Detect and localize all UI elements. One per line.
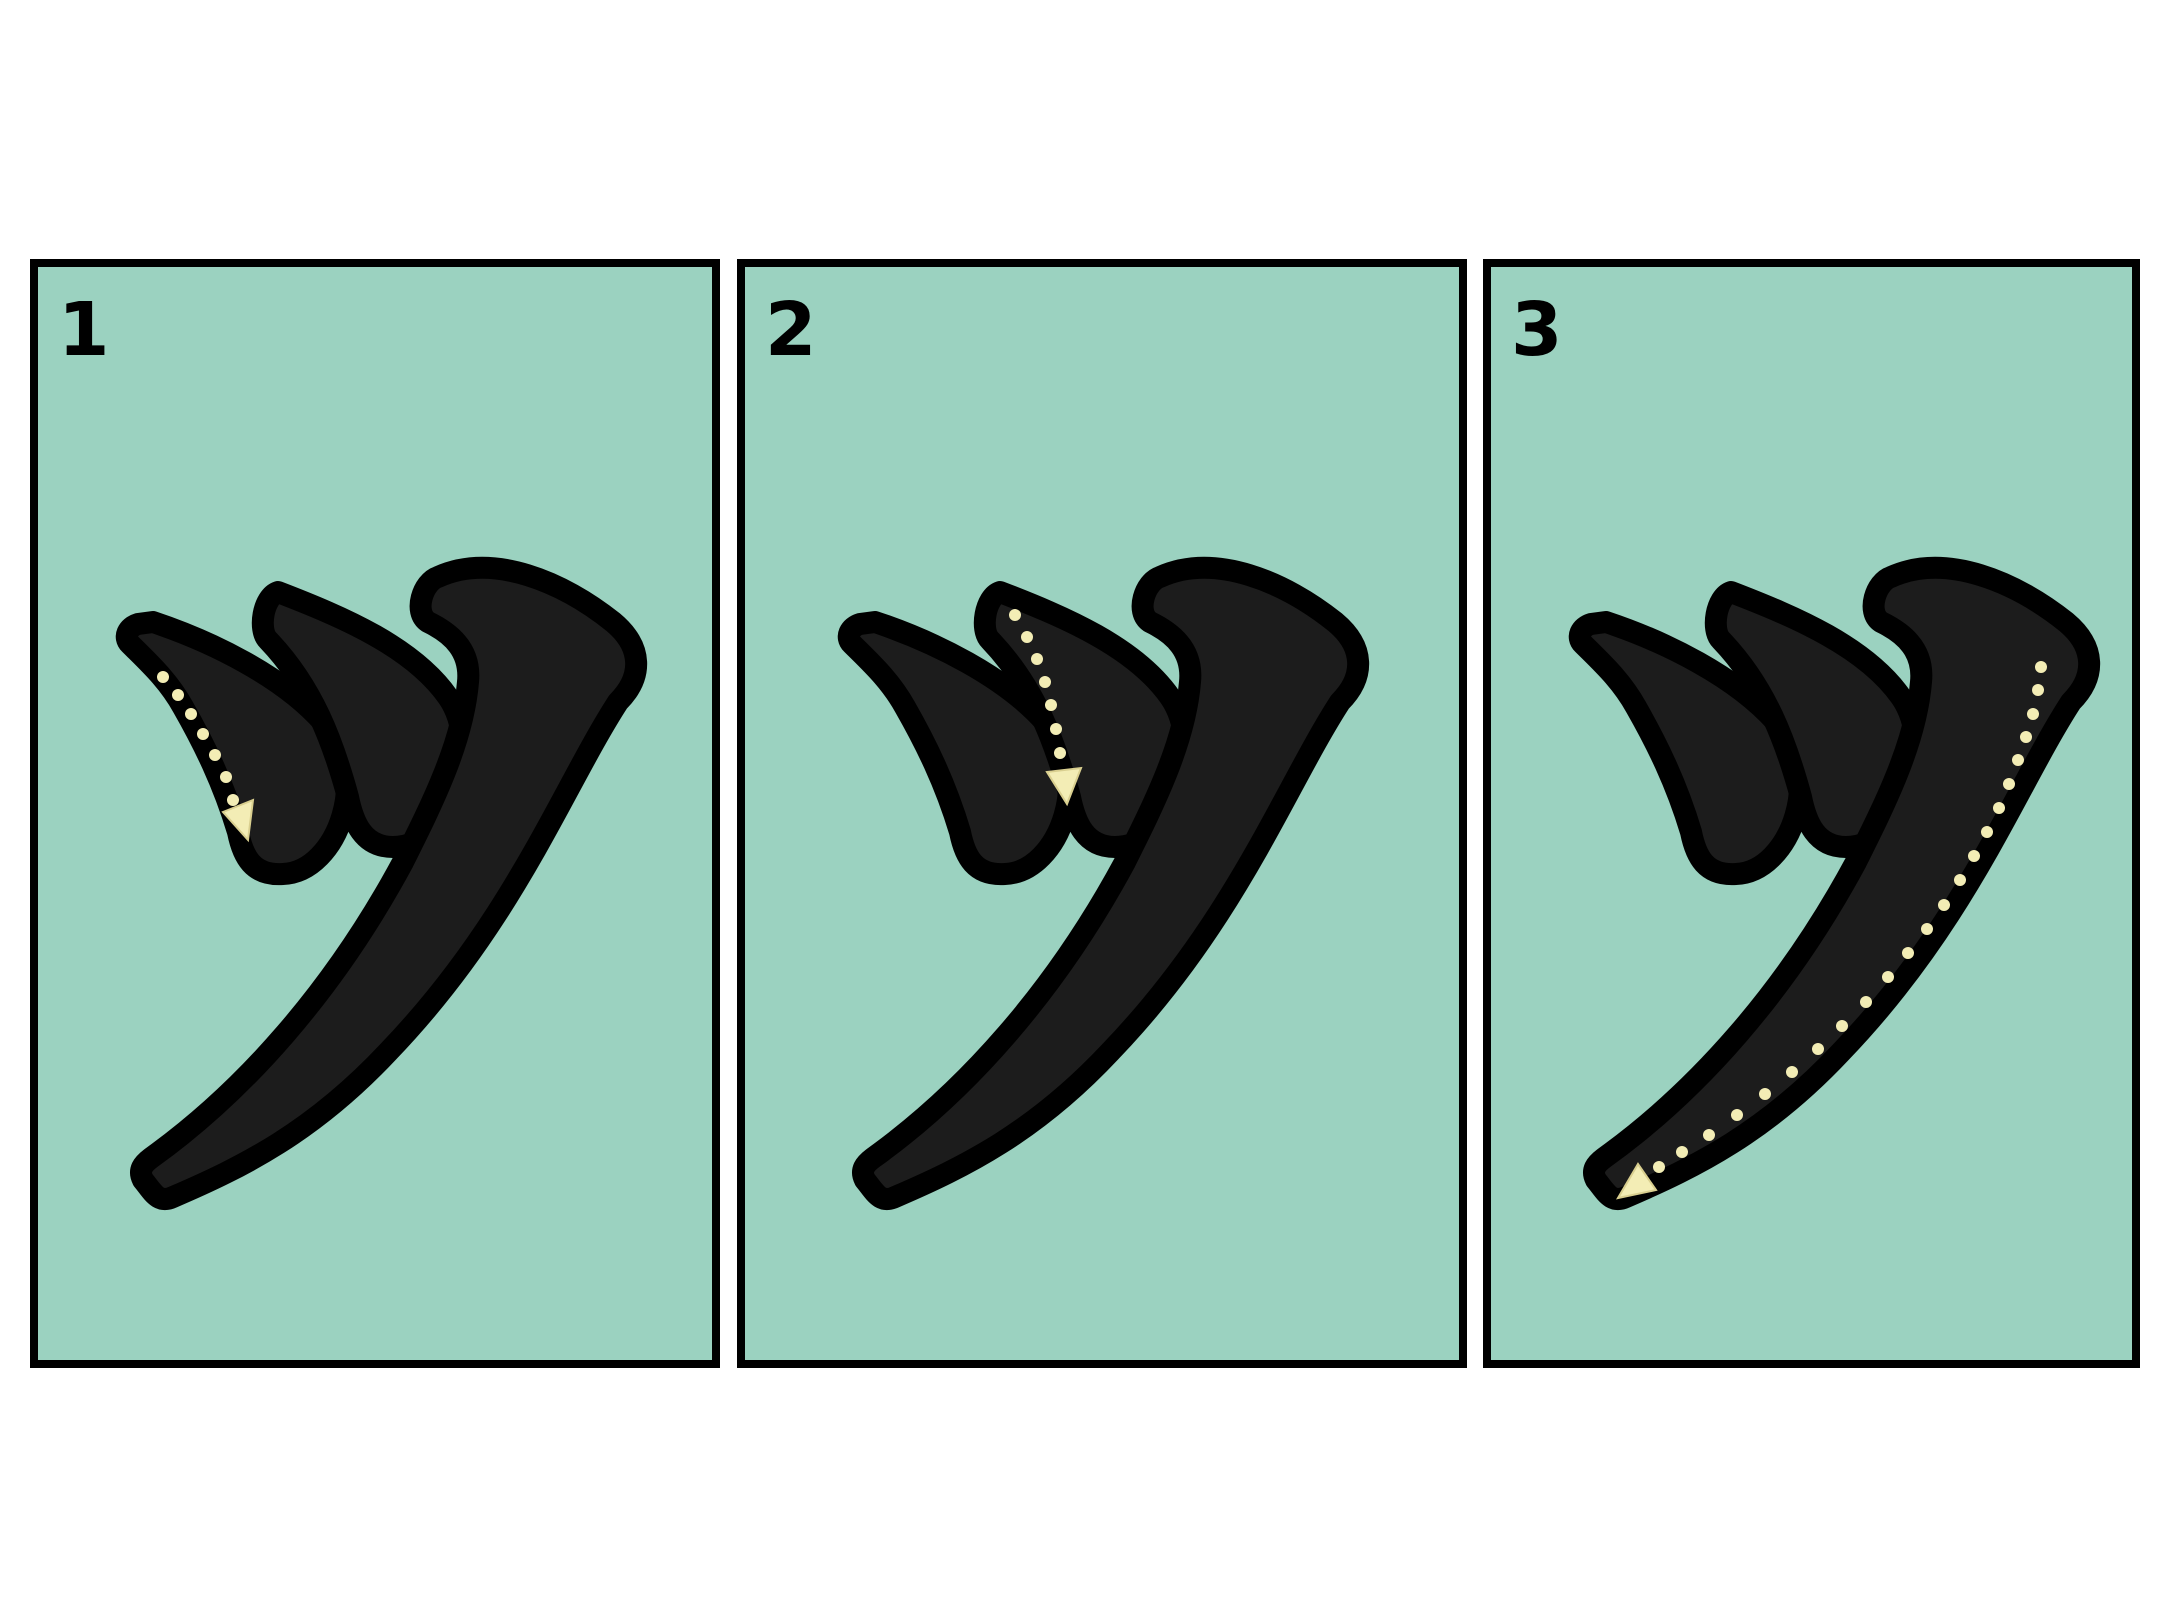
step-number: 2 <box>765 287 817 373</box>
direction-arrow <box>1615 1162 1658 1200</box>
katakana-glyph <box>38 267 712 1360</box>
guide-dots <box>1653 661 2047 1173</box>
stroke-order-panel-1: 1 <box>30 259 720 1368</box>
stroke-order-panel-3: 3 <box>1483 259 2140 1368</box>
guide-dots <box>157 671 239 806</box>
katakana-glyph <box>745 267 1459 1360</box>
direction-arrow <box>221 798 255 843</box>
guide-dots <box>1009 609 1066 759</box>
step-number: 1 <box>58 287 110 373</box>
direction-arrow <box>1045 766 1083 807</box>
step-number: 3 <box>1511 287 1563 373</box>
katakana-glyph <box>1491 267 2132 1360</box>
stroke-order-panel-2: 2 <box>737 259 1467 1368</box>
